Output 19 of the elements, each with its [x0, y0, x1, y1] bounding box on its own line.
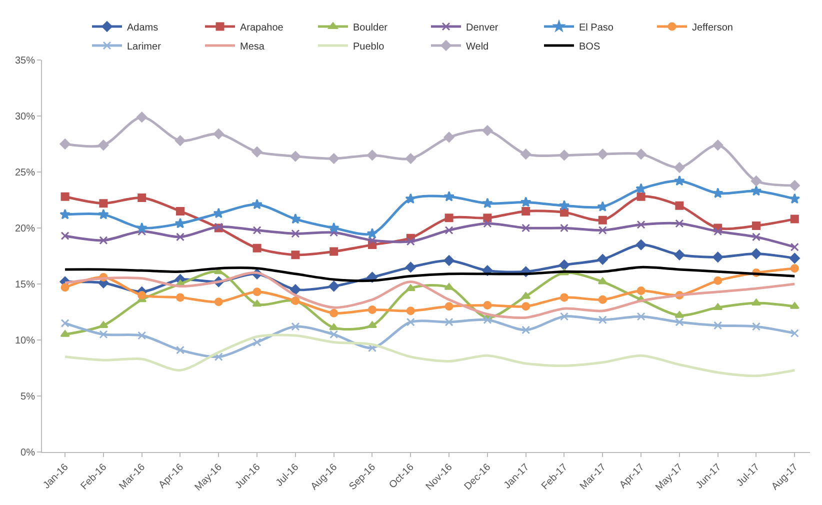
y-tick-label: 30%: [14, 112, 36, 122]
legend-label: Mesa: [240, 41, 265, 52]
legend-label: El Paso: [579, 22, 614, 34]
y-tick-label: 35%: [14, 56, 36, 66]
y-tick-label: 10%: [14, 336, 36, 346]
legend-label: Larimer: [127, 41, 162, 52]
legend-label: Denver: [466, 22, 499, 34]
y-tick-label: 25%: [14, 168, 36, 178]
y-tick-label: 5%: [20, 392, 36, 402]
legend-label: Adams: [127, 22, 158, 34]
legend-label: Pueblo: [353, 41, 385, 52]
y-tick-label: 0%: [20, 448, 36, 458]
y-tick-label: 20%: [14, 224, 36, 234]
y-tick-label: 15%: [14, 280, 36, 290]
legend-label: Jefferson: [692, 22, 733, 34]
legend-label: BOS: [579, 41, 600, 52]
legend-label: Arapahoe: [240, 22, 284, 34]
legend-label: Boulder: [353, 22, 388, 34]
legend-label: Weld: [466, 41, 489, 52]
